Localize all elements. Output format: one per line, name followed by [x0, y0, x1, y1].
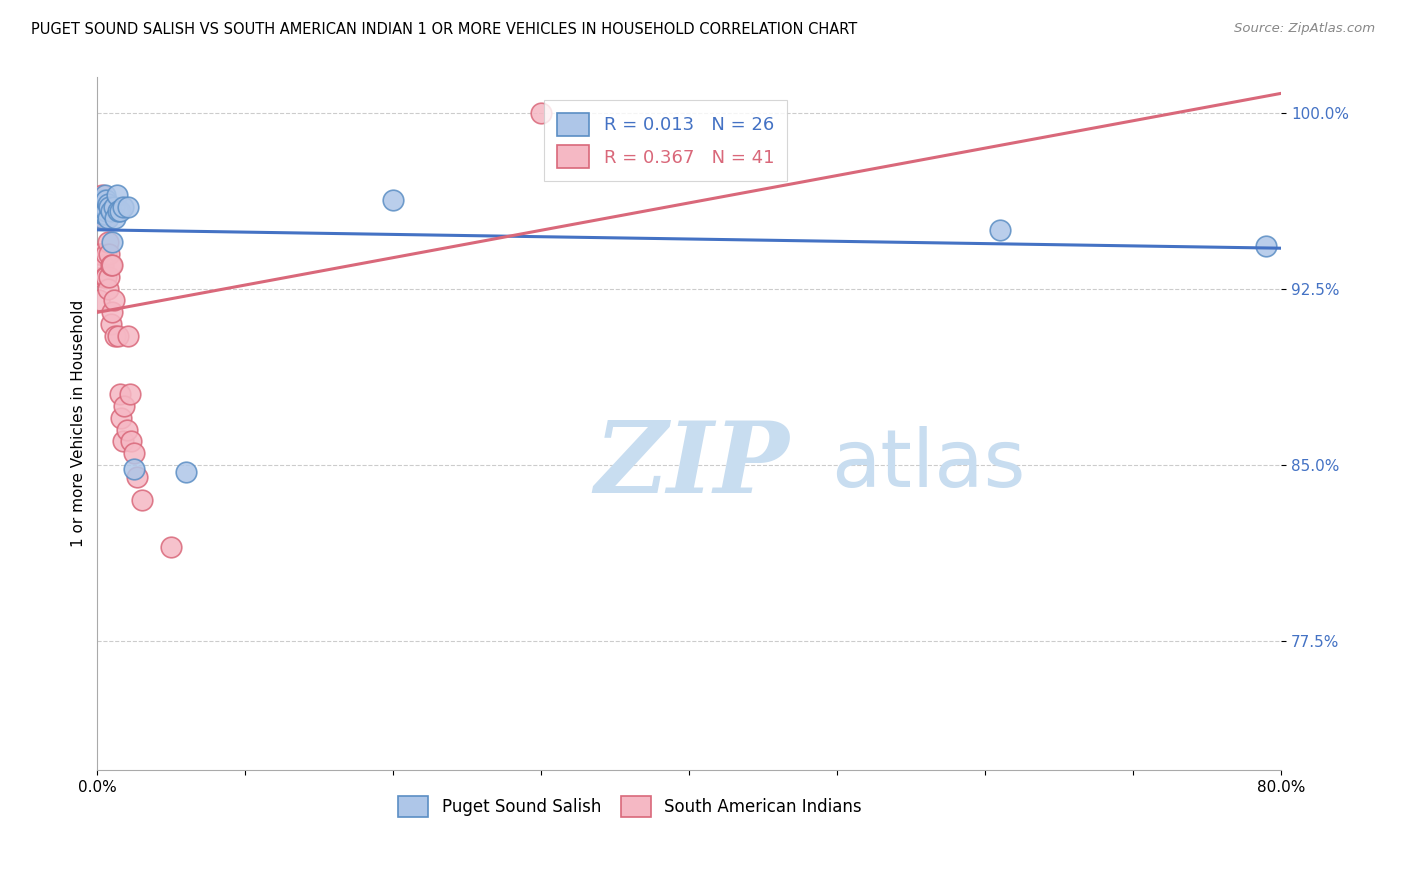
Point: [97, 235, 120, 249]
Point: [96, 204, 118, 219]
Point: [124, 446, 146, 460]
Point: [94, 270, 117, 285]
Point: [110, 410, 132, 425]
Point: [94, 200, 117, 214]
Point: [174, 465, 197, 479]
Point: [91, 211, 114, 226]
Text: Source: ZipAtlas.com: Source: ZipAtlas.com: [1234, 22, 1375, 36]
Point: [96, 193, 118, 207]
Point: [98, 200, 121, 214]
Point: [988, 223, 1011, 237]
Point: [131, 493, 153, 508]
Point: [96, 200, 118, 214]
Text: ZIP: ZIP: [595, 417, 790, 514]
Point: [100, 204, 122, 219]
Text: PUGET SOUND SALISH VS SOUTH AMERICAN INDIAN 1 OR MORE VEHICLES IN HOUSEHOLD CORR: PUGET SOUND SALISH VS SOUTH AMERICAN IND…: [31, 22, 858, 37]
Point: [1256, 239, 1278, 253]
Point: [96, 270, 118, 285]
Point: [90, 211, 112, 226]
Point: [111, 434, 134, 449]
Point: [98, 246, 121, 260]
Point: [101, 258, 124, 272]
Point: [105, 187, 128, 202]
Point: [91, 200, 114, 214]
Point: [91, 258, 114, 272]
Point: [104, 328, 127, 343]
Point: [94, 200, 117, 214]
Point: [160, 540, 183, 554]
Point: [97, 282, 120, 296]
Text: atlas: atlas: [831, 426, 1025, 504]
Point: [100, 317, 122, 331]
Point: [127, 469, 149, 483]
Point: [120, 434, 142, 449]
Legend: Puget Sound Salish, South American Indians: Puget Sound Salish, South American India…: [391, 789, 869, 824]
Point: [100, 258, 122, 272]
Point: [108, 387, 131, 401]
Point: [96, 246, 118, 260]
Point: [89, 200, 111, 214]
Point: [124, 462, 146, 476]
Point: [104, 211, 127, 226]
Y-axis label: 1 or more Vehicles in Household: 1 or more Vehicles in Household: [72, 300, 86, 548]
Point: [382, 193, 405, 207]
Point: [94, 187, 117, 202]
Point: [107, 328, 129, 343]
Point: [101, 235, 124, 249]
Point: [98, 270, 121, 285]
Point: [111, 200, 134, 214]
Point: [115, 423, 138, 437]
Point: [97, 200, 120, 214]
Point: [87, 246, 110, 260]
Point: [103, 200, 125, 214]
Point: [103, 293, 125, 308]
Point: [118, 387, 141, 401]
Point: [117, 328, 139, 343]
Point: [97, 197, 120, 211]
Point: [87, 293, 110, 308]
Point: [89, 246, 111, 260]
Point: [97, 211, 120, 226]
Point: [108, 204, 131, 219]
Point: [96, 211, 118, 226]
Point: [101, 305, 124, 319]
Point: [94, 211, 117, 226]
Point: [530, 105, 553, 120]
Point: [90, 211, 112, 226]
Point: [90, 187, 112, 202]
Point: [94, 206, 117, 220]
Point: [91, 193, 114, 207]
Point: [117, 200, 139, 214]
Point: [112, 399, 135, 413]
Point: [90, 270, 112, 285]
Point: [91, 206, 114, 220]
Point: [107, 204, 129, 219]
